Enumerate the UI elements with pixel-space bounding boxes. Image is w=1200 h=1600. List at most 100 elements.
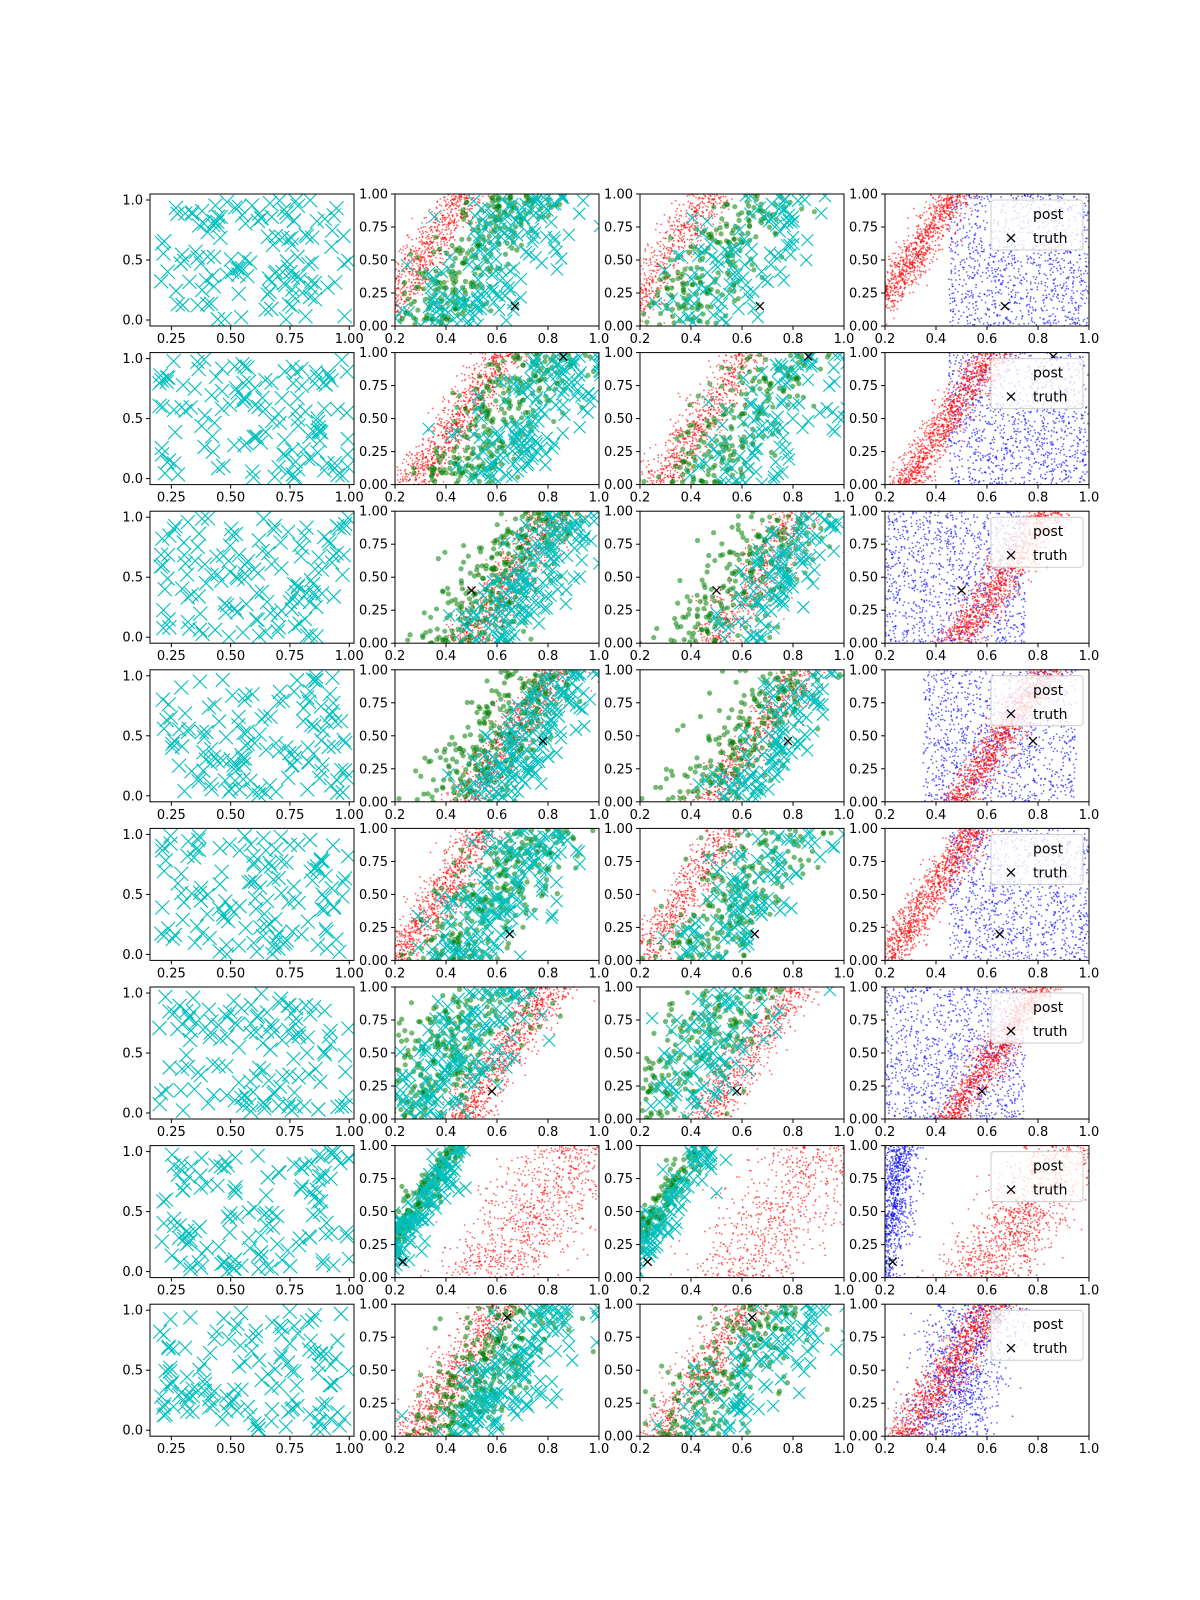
posterior-point bbox=[644, 289, 647, 292]
posterior-point bbox=[898, 268, 901, 271]
posterior-point bbox=[921, 258, 923, 261]
posterior-point bbox=[984, 204, 987, 207]
proposal-point bbox=[480, 247, 494, 261]
posterior-point bbox=[688, 238, 691, 241]
posterior-point bbox=[1072, 280, 1075, 283]
prior-sample-point bbox=[265, 237, 281, 253]
prior-sample-point bbox=[240, 360, 255, 375]
posterior-point bbox=[418, 247, 421, 250]
posterior-point bbox=[930, 231, 932, 234]
posterior-point bbox=[1081, 294, 1084, 296]
sample-point bbox=[449, 263, 456, 269]
posterior-point bbox=[700, 235, 702, 238]
posterior-point bbox=[885, 305, 888, 308]
posterior-point bbox=[374, 301, 376, 303]
posterior-point bbox=[1048, 263, 1051, 266]
posterior-point bbox=[659, 240, 662, 243]
posterior-point bbox=[925, 253, 928, 255]
posterior-point bbox=[912, 234, 915, 237]
prior-sample-point bbox=[234, 393, 250, 409]
posterior-point bbox=[869, 309, 871, 311]
posterior-point bbox=[401, 286, 404, 289]
posterior-point bbox=[917, 232, 920, 235]
prior-sample-point bbox=[260, 229, 276, 245]
y-tick-label: 0.00 bbox=[849, 320, 878, 335]
posterior-point bbox=[647, 277, 650, 279]
posterior-point bbox=[422, 253, 425, 256]
prior-sample-point bbox=[155, 399, 171, 415]
prior-sample-point bbox=[251, 206, 267, 221]
posterior-point bbox=[438, 252, 441, 255]
truth-marker bbox=[755, 301, 765, 311]
posterior-point bbox=[908, 272, 911, 275]
posterior-point bbox=[381, 309, 383, 311]
posterior-point bbox=[654, 261, 656, 263]
posterior-point bbox=[945, 204, 948, 207]
posterior-point bbox=[921, 256, 924, 258]
sample-point bbox=[736, 217, 742, 223]
proposal-point bbox=[572, 207, 586, 221]
posterior-point bbox=[914, 237, 917, 240]
posterior-point bbox=[655, 258, 658, 261]
posterior-point bbox=[990, 289, 993, 292]
posterior-point bbox=[937, 249, 940, 252]
posterior-point bbox=[661, 253, 663, 255]
sample-point bbox=[460, 210, 466, 216]
posterior-point bbox=[983, 226, 986, 229]
posterior-point bbox=[915, 251, 918, 254]
posterior-point bbox=[432, 263, 435, 266]
posterior-point bbox=[923, 222, 926, 225]
posterior-point bbox=[914, 241, 916, 244]
posterior-point bbox=[1007, 293, 1010, 296]
y-tick-label: 0.0 bbox=[122, 314, 143, 329]
proposal-point bbox=[457, 295, 471, 309]
posterior-point bbox=[389, 304, 391, 306]
posterior-point bbox=[686, 238, 689, 241]
posterior-point bbox=[1047, 259, 1049, 262]
posterior-point bbox=[905, 250, 908, 253]
posterior-point bbox=[443, 199, 446, 202]
posterior-point bbox=[923, 254, 926, 257]
posterior-point bbox=[1069, 260, 1072, 263]
posterior-point bbox=[451, 208, 454, 211]
posterior-point bbox=[694, 216, 697, 218]
proposal-point bbox=[758, 273, 772, 287]
posterior-point bbox=[650, 287, 653, 289]
x-tick-label: 0.75 bbox=[275, 332, 304, 347]
sample-point bbox=[433, 234, 439, 240]
posterior-point bbox=[917, 228, 919, 231]
posterior-point bbox=[425, 216, 428, 219]
sample-point bbox=[715, 270, 721, 276]
posterior-point bbox=[410, 249, 413, 251]
posterior-point bbox=[688, 205, 691, 207]
posterior-point bbox=[1078, 319, 1080, 322]
posterior-point bbox=[916, 266, 919, 268]
posterior-point bbox=[977, 252, 980, 255]
posterior-point bbox=[972, 306, 975, 309]
posterior-point bbox=[1007, 319, 1010, 322]
proposal-point bbox=[498, 212, 512, 226]
posterior-point bbox=[447, 206, 450, 209]
sample-point bbox=[655, 288, 661, 294]
posterior-point bbox=[393, 322, 395, 324]
posterior-point bbox=[430, 247, 432, 249]
posterior-point bbox=[949, 203, 952, 206]
posterior-point bbox=[672, 265, 675, 267]
posterior-point bbox=[720, 211, 723, 214]
posterior-point bbox=[948, 218, 951, 221]
posterior-point bbox=[454, 195, 457, 198]
posterior-point bbox=[389, 322, 391, 324]
posterior-point bbox=[428, 251, 430, 254]
sample-point bbox=[436, 246, 443, 252]
posterior-point bbox=[939, 218, 942, 221]
posterior-point bbox=[428, 261, 431, 263]
posterior-point bbox=[632, 307, 634, 309]
prior-sample-point bbox=[231, 199, 247, 215]
posterior-point bbox=[451, 198, 454, 201]
prior-sample-point bbox=[327, 455, 343, 471]
proposal-point bbox=[395, 303, 409, 317]
posterior-point bbox=[1030, 257, 1033, 260]
posterior-point bbox=[650, 251, 653, 254]
posterior-point bbox=[880, 294, 882, 296]
posterior-point bbox=[671, 242, 674, 245]
